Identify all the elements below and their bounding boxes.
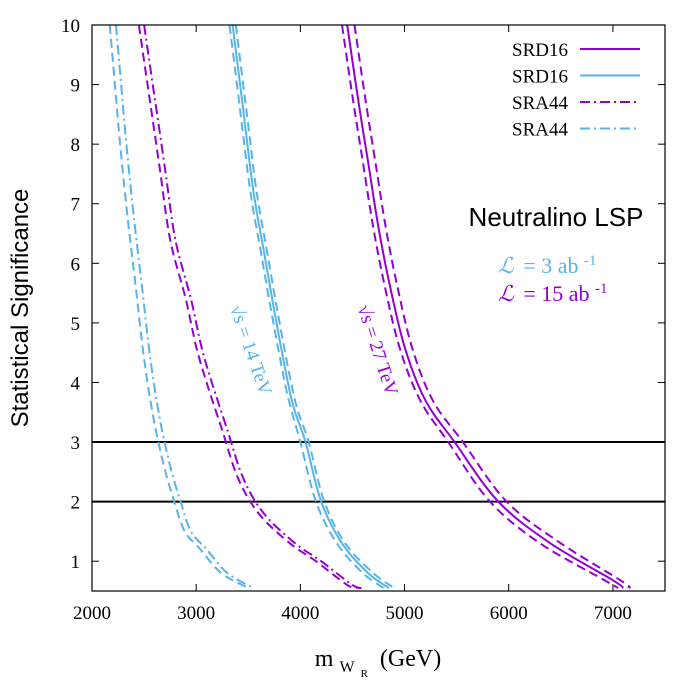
y-tick-label: 10 [61,16,80,37]
y-tick-label: 8 [71,135,81,156]
lumi-purple: ℒ = 15 ab -1 [498,281,608,306]
lumi-blue-exp: -1 [584,253,597,269]
x-tick-label: 4000 [281,603,319,624]
legend-label: SRD16 [512,40,568,61]
series-srd16-27-tev-band-low [341,25,619,589]
annotation-title: Neutralino LSP [469,202,644,232]
x-axis-label: m W R (GeV) [315,646,441,683]
series-sra44-27-tev-band [137,25,358,590]
x-tick-label: 5000 [386,603,424,624]
legend-label: SRA44 [512,93,568,114]
y-tick-label: 2 [71,493,81,514]
grid-lines [92,441,665,503]
legend: SRD16 SRD16 SRA44 SRA44 [512,40,640,141]
y-axis-label: Statistical Significance [7,189,34,428]
series-srd16-14-tev-band-high [234,25,395,589]
tick-labels: 2000 3000 4000 5000 6000 7000 1 2 3 4 5 6 7 8 9 10 [61,16,632,624]
x-tick-label: 2000 [73,603,111,624]
y-tick-label: 9 [71,76,81,97]
x-axis-label-unit: (GeV) [380,646,441,672]
lumi-purple-value: = 15 ab [523,281,589,306]
plot-frame [91,24,666,592]
series-srd16-27-tev-band-high [353,25,631,589]
x-tick-label: 3000 [177,603,215,624]
x-tick-label: 7000 [594,603,632,624]
series-sra44-14-tev-band [108,25,249,589]
lumi-purple-exp: -1 [595,281,608,297]
series-srd16-27-tev [346,25,624,589]
lumi-blue: ℒ = 3 ab -1 [498,253,597,278]
series-sra44-27-tev [143,25,364,590]
legend-label: SRD16 [512,67,568,88]
y-tick-label: 5 [71,314,81,335]
y-tick-label: 3 [71,433,81,454]
lumi-blue-value: = 3 ab [523,253,578,278]
x-axis-label-main: m [315,646,334,672]
legend-label: SRA44 [512,120,568,141]
x-axis-label-sub: W [339,659,355,676]
series-srd16-14-tev-band-low [228,25,385,589]
x-axis-label-subsub: R [361,668,369,680]
series-srd16-14-tev [231,25,390,589]
lumi-blue-symbol: ℒ [498,253,515,278]
y-tick-label: 1 [71,552,81,573]
lumi-purple-symbol: ℒ [498,281,515,306]
x-tick-label: 6000 [490,603,528,624]
y-tick-label: 4 [71,373,81,394]
plot-curves [108,25,631,590]
y-tick-label: 6 [71,254,81,275]
y-tick-label: 7 [71,195,81,216]
